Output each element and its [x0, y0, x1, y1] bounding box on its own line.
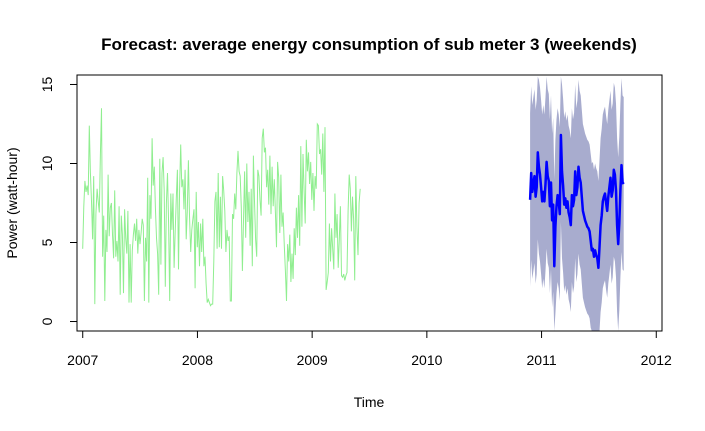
- chart-title: Forecast: average energy consumption of …: [101, 35, 637, 54]
- forecast-series: [528, 133, 625, 270]
- x-axis-label: Time: [354, 394, 385, 410]
- historical-series: [82, 108, 361, 307]
- y-tick-label: 15: [39, 77, 55, 93]
- prediction-interval-band: [530, 76, 624, 331]
- x-tick-label: 2011: [527, 352, 557, 368]
- forecast-line: [528, 133, 625, 270]
- y-axis: 0 5 10 15: [39, 77, 78, 325]
- historical-line: [82, 108, 361, 307]
- prediction-interval: [530, 76, 624, 331]
- y-axis-label: Power (watt-hour): [4, 147, 20, 258]
- x-tick-label: 2009: [297, 352, 328, 368]
- y-tick-label: 5: [39, 238, 55, 246]
- x-tick-label: 2007: [67, 352, 98, 368]
- x-tick-label: 2010: [411, 352, 442, 368]
- x-axis: 2007 2008 2009 2010 2011 2012: [67, 330, 672, 368]
- y-tick-label: 0: [39, 317, 55, 325]
- y-tick-label: 10: [39, 156, 55, 172]
- x-tick-label: 2008: [182, 352, 213, 368]
- x-tick-label: 2012: [641, 352, 672, 368]
